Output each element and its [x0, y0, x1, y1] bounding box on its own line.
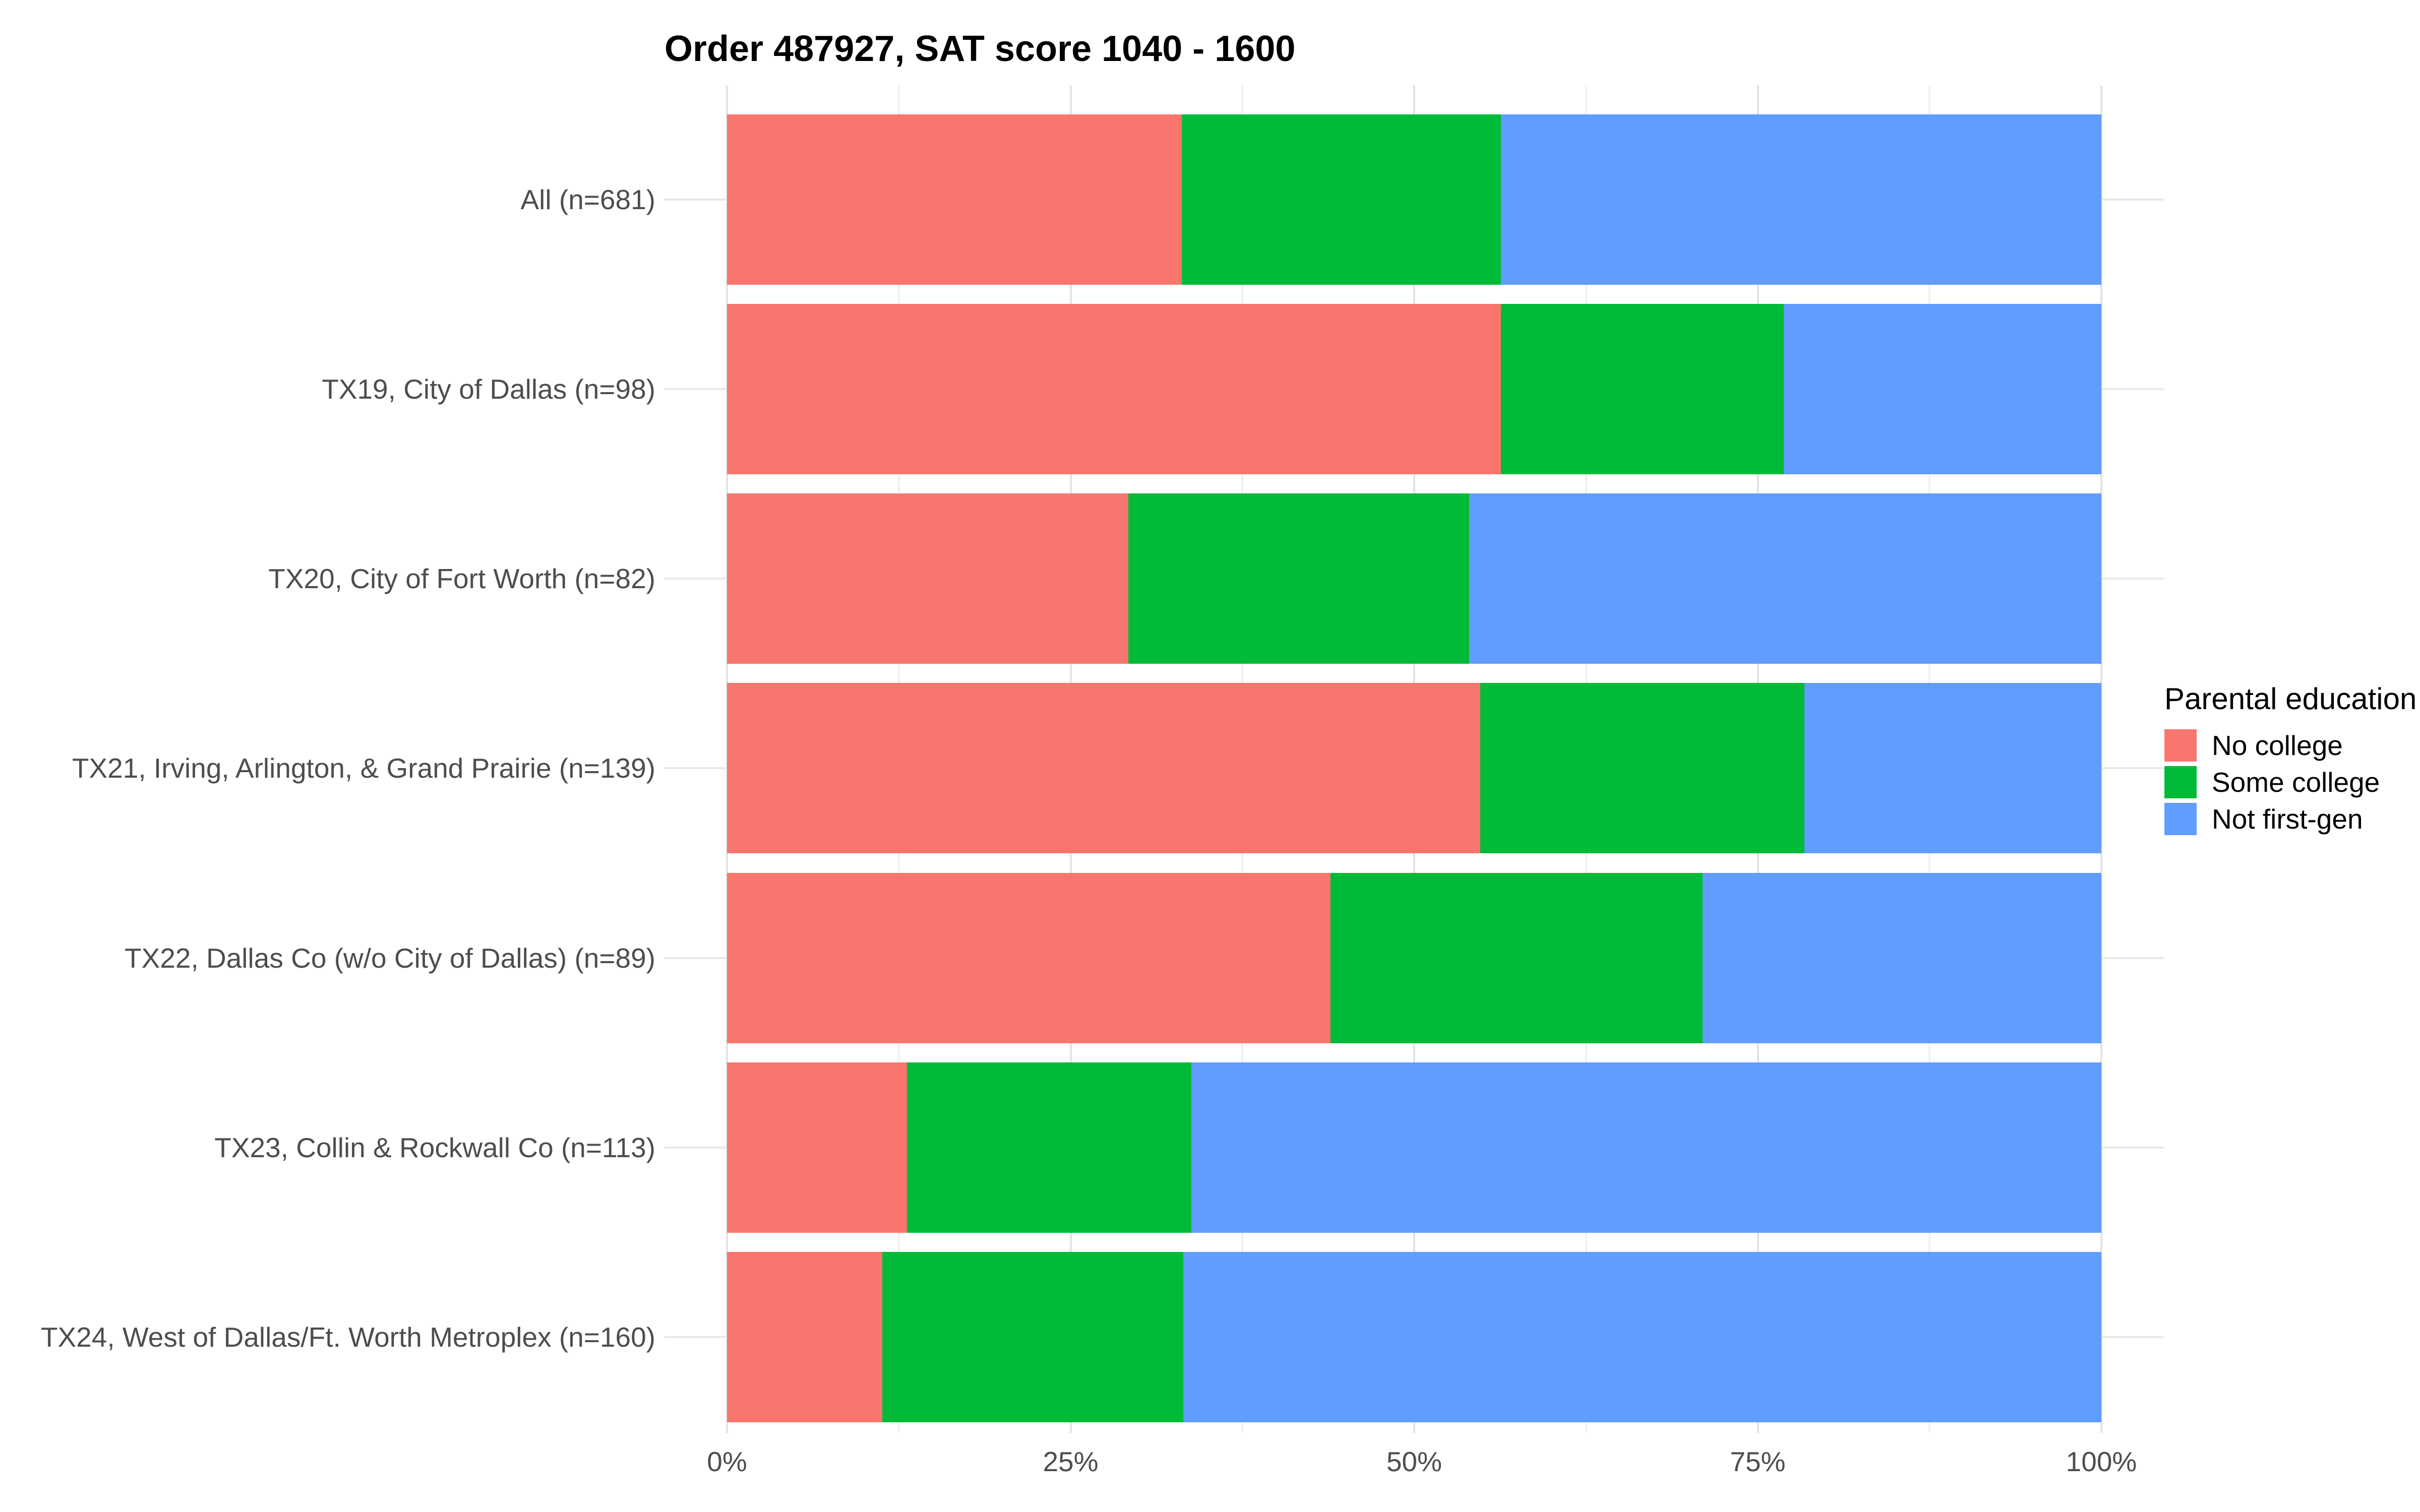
- bar: [727, 303, 2101, 474]
- y-axis-label: TX19, City of Dallas (n=98): [322, 373, 655, 405]
- bar: [727, 493, 2101, 664]
- y-axis-label: All (n=681): [520, 183, 655, 215]
- bar-segment-not-first-gen: [1500, 114, 2101, 285]
- y-axis-label: TX20, City of Fort Worth (n=82): [268, 563, 655, 595]
- y-axis-label: TX23, Collin & Rockwall Co (n=113): [214, 1132, 655, 1164]
- bar-segment-some-college: [882, 1252, 1184, 1423]
- x-axis-tick-label: 75%: [1730, 1446, 1786, 1477]
- bar-segment-not-first-gen: [1183, 1252, 2101, 1423]
- bar-segment-no-college: [727, 872, 1330, 1043]
- x-major-gridline: [2100, 86, 2102, 1433]
- legend: Parental education No college Some colleg…: [2164, 681, 2416, 840]
- x-axis-tick-label: 50%: [1386, 1446, 1442, 1477]
- legend-item-not-first-gen: Not first-gen: [2164, 803, 2416, 835]
- bar-segment-not-first-gen: [1804, 683, 2101, 854]
- bar: [727, 114, 2101, 285]
- legend-item-label: No college: [2212, 730, 2343, 761]
- bar: [727, 1252, 2101, 1423]
- bar-segment-no-college: [727, 683, 1480, 854]
- x-axis-tick-label: 25%: [1043, 1446, 1099, 1477]
- legend-swatch-no-college: [2164, 729, 2197, 762]
- bar: [727, 683, 2101, 854]
- x-axis-tick-label: 100%: [2066, 1446, 2137, 1477]
- bar-segment-not-first-gen: [1784, 303, 2101, 474]
- bar-segment-no-college: [727, 493, 1128, 664]
- bar-segment-not-first-gen: [1469, 493, 2101, 664]
- bar-segment-some-college: [1500, 303, 1784, 474]
- y-axis-label: TX21, Irving, Arlington, & Grand Prairie…: [72, 752, 655, 784]
- plot-area: [664, 86, 2164, 1433]
- bar-segment-not-first-gen: [1703, 872, 2101, 1043]
- x-axis-labels: 0% 25% 50% 75% 100%: [664, 1445, 2164, 1491]
- bar-segment-no-college: [727, 1252, 883, 1423]
- bar-segment-no-college: [727, 1062, 908, 1233]
- legend-item-label: Some college: [2212, 767, 2380, 798]
- chart-title: Order 487927, SAT score 1040 - 1600: [664, 29, 1296, 69]
- bar: [727, 872, 2101, 1043]
- bar: [727, 1062, 2101, 1233]
- bar-segment-some-college: [1330, 872, 1703, 1043]
- legend-item-no-college: No college: [2164, 729, 2416, 762]
- x-axis-tick-label: 0%: [707, 1446, 747, 1477]
- legend-items: No college Some college Not first-gen: [2164, 729, 2416, 835]
- bar-segment-some-college: [1182, 114, 1501, 285]
- bar-segment-not-first-gen: [1191, 1062, 2101, 1233]
- legend-swatch-not-first-gen: [2164, 803, 2197, 835]
- bar-segment-some-college: [907, 1062, 1192, 1233]
- bar-segment-no-college: [727, 303, 1501, 474]
- bar-segment-no-college: [727, 114, 1182, 285]
- legend-item-label: Not first-gen: [2212, 803, 2363, 835]
- legend-title: Parental education: [2164, 682, 2417, 716]
- bar-segment-some-college: [1480, 683, 1805, 854]
- bar-segment-some-college: [1128, 493, 1470, 664]
- legend-swatch-some-college: [2164, 766, 2197, 798]
- y-axis-label: TX22, Dallas Co (w/o City of Dallas) (n=…: [124, 942, 655, 974]
- legend-item-some-college: Some college: [2164, 766, 2416, 798]
- y-axis-label: TX24, West of Dallas/Ft. Worth Metroplex…: [40, 1321, 655, 1353]
